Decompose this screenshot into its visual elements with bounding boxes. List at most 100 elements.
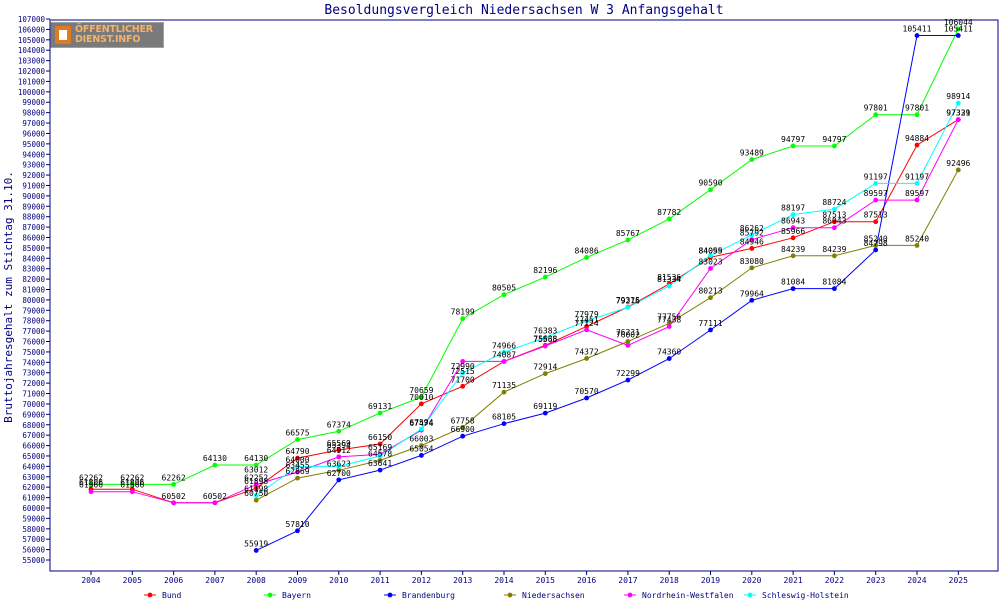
y-tick-label: 89000	[22, 202, 45, 211]
data-point	[419, 401, 424, 407]
data-label: 74360	[657, 348, 681, 357]
data-point	[749, 246, 755, 251]
x-axis: 2004 2005 2006 2007 2008 2009 2010 2011 2012 2013…	[81, 571, 968, 585]
data-point	[171, 482, 177, 487]
series-points	[88, 26, 961, 553]
data-label: 81334	[657, 275, 681, 284]
data-label: 81084	[781, 278, 805, 287]
y-tick-label: 82000	[22, 275, 45, 284]
data-label: 94797	[781, 135, 805, 144]
y-tick-label: 98000	[22, 109, 45, 118]
legend-label: Brandenburg	[402, 591, 455, 600]
data-label: 87513	[822, 211, 846, 220]
data-label: 85240	[864, 234, 888, 243]
data-label: 71700	[451, 375, 475, 384]
data-label: 65394	[327, 441, 351, 450]
data-label: 62262	[162, 473, 186, 482]
data-label: 70570	[575, 387, 599, 396]
data-point	[460, 424, 466, 430]
y-tick-label: 106000	[18, 25, 46, 34]
data-label: 57810	[285, 520, 309, 529]
data-point	[625, 377, 631, 383]
y-tick-label: 78000	[22, 317, 45, 326]
data-point	[419, 426, 424, 432]
data-point	[832, 219, 837, 225]
y-tick-label: 90000	[22, 192, 45, 201]
logo-mark-icon	[55, 26, 71, 44]
data-label: 63623	[327, 459, 351, 468]
data-label: 84099	[698, 246, 722, 255]
logo-text: ÖFFENTLICHER DIENST.INFO	[75, 25, 153, 45]
data-label: 97801	[864, 104, 888, 113]
data-label: 78199	[451, 308, 475, 317]
data-label: 83023	[698, 257, 722, 266]
data-label: 61898	[244, 477, 268, 486]
legend-marker	[147, 592, 153, 598]
y-tick-label: 107000	[18, 15, 46, 24]
data-point	[501, 389, 507, 395]
data-label: 84086	[575, 246, 599, 255]
data-label: 68105	[492, 413, 516, 422]
data-point	[584, 254, 589, 260]
data-point	[584, 318, 589, 324]
y-axis-label: Bruttojahresgehalt zum Stichtag 31.10.	[2, 171, 15, 423]
data-label: 69131	[368, 402, 392, 411]
data-point	[832, 253, 837, 259]
data-point	[873, 181, 879, 186]
data-point	[625, 339, 631, 344]
data-label: 79964	[740, 289, 764, 298]
data-label: 67474	[409, 419, 433, 428]
data-label: 89597	[905, 189, 929, 198]
plot-frame	[49, 19, 999, 572]
data-point	[832, 286, 837, 292]
data-point	[253, 485, 259, 491]
data-point	[501, 349, 507, 355]
data-label: 91197	[905, 172, 929, 181]
y-tick-label: 55000	[22, 556, 45, 565]
data-label: 77111	[698, 319, 722, 328]
y-tick-label: 100000	[18, 88, 46, 97]
y-tick-label: 70000	[22, 400, 45, 409]
data-point	[584, 327, 589, 333]
data-label: 75565	[533, 335, 557, 344]
data-point	[749, 157, 755, 162]
data-point	[832, 206, 837, 212]
data-point	[666, 283, 672, 289]
data-point	[542, 274, 548, 280]
data-point	[295, 475, 300, 481]
data-point	[790, 253, 796, 259]
x-tick-label: 2024	[907, 576, 926, 585]
x-tick-label: 2019	[701, 576, 720, 585]
data-label: 64000	[285, 455, 309, 464]
data-label: 66150	[368, 433, 392, 442]
data-point	[336, 467, 342, 473]
data-label: 94884	[905, 134, 929, 143]
data-point	[832, 143, 837, 149]
data-point	[460, 383, 466, 389]
data-label: 65169	[368, 443, 392, 452]
data-point	[253, 462, 259, 468]
data-point	[129, 489, 135, 495]
data-point	[914, 181, 920, 186]
data-point	[584, 324, 589, 329]
data-point	[460, 433, 466, 439]
data-label: 79315	[616, 296, 640, 305]
data-label: 85767	[616, 229, 640, 238]
x-tick-label: 2014	[494, 576, 513, 585]
y-tick-label: 88000	[22, 213, 45, 222]
data-label: 75638	[533, 334, 557, 343]
x-tick-label: 2011	[370, 576, 389, 585]
data-point	[295, 463, 300, 469]
data-label: 72914	[533, 363, 557, 372]
data-label: 72299	[616, 369, 640, 378]
data-label: 88197	[781, 204, 805, 213]
y-tick-label: 74000	[22, 358, 45, 367]
data-label: 82196	[533, 266, 557, 275]
data-label: 63012	[244, 466, 268, 475]
data-point	[212, 500, 218, 506]
y-tick-label: 83000	[22, 265, 45, 274]
data-point	[295, 528, 300, 534]
y-tick-label: 92000	[22, 171, 45, 180]
data-point	[542, 335, 548, 340]
